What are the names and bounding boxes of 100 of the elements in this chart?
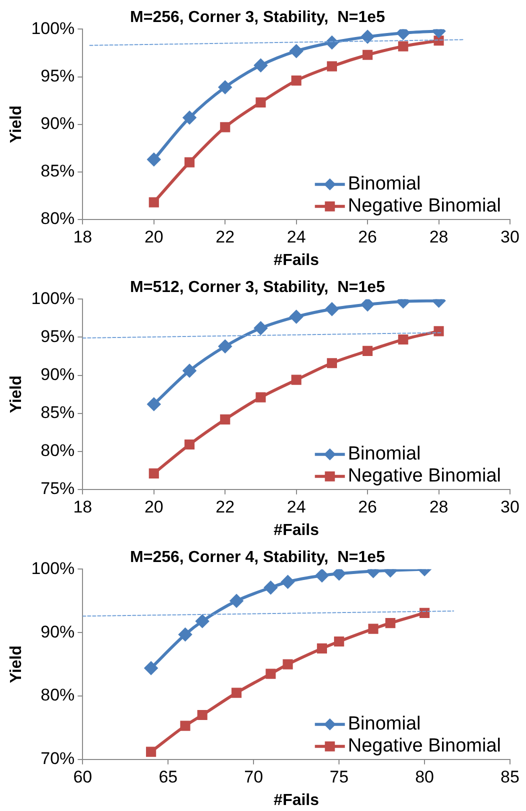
x-tick-label: 22 <box>216 227 235 246</box>
legend-label: Binomial <box>348 174 421 195</box>
point <box>315 569 328 582</box>
point <box>434 326 444 336</box>
x-axis-title: #Fails <box>274 792 320 809</box>
point <box>218 340 232 353</box>
x-tick-label: 22 <box>216 497 235 516</box>
point <box>290 310 303 324</box>
x-tick-label: 18 <box>73 227 92 246</box>
point <box>256 97 266 108</box>
legend-label: Negative Binomial <box>348 196 502 217</box>
point <box>183 111 196 124</box>
y-tick-label: 80% <box>40 686 75 705</box>
x-tick-label: 65 <box>158 767 178 786</box>
point <box>254 322 268 335</box>
point <box>218 80 232 94</box>
point <box>180 720 190 731</box>
y-tick-label: 100% <box>31 18 75 38</box>
point <box>147 152 160 166</box>
point <box>148 468 159 478</box>
y-tick-label: 85% <box>40 162 75 181</box>
point <box>266 668 276 679</box>
point <box>264 581 278 594</box>
point <box>362 346 373 356</box>
point <box>148 197 159 208</box>
y-tick-label: 100% <box>31 558 75 578</box>
point <box>256 392 266 402</box>
point <box>184 157 195 168</box>
legend-label: Negative Binomial <box>348 736 502 757</box>
point <box>420 608 430 618</box>
point <box>220 414 230 424</box>
point <box>147 398 160 411</box>
point <box>368 624 378 634</box>
point <box>385 618 396 628</box>
chart-title: M=256, Corner 4, Stability, N=1e5 <box>130 549 386 566</box>
x-tick-label: 28 <box>429 497 448 516</box>
point <box>281 575 294 588</box>
point <box>396 29 410 40</box>
point <box>282 659 293 670</box>
x-axis-title: #Fails <box>274 252 320 269</box>
y-tick-label: 90% <box>40 622 75 642</box>
y-tick-label: 75% <box>40 479 75 498</box>
x-tick-label: 28 <box>429 227 448 246</box>
point <box>183 364 196 378</box>
chart-title: M=512, Corner 3, Stability, N=1e5 <box>130 279 386 296</box>
point <box>254 58 268 72</box>
point <box>197 710 208 720</box>
y-tick-label: 80% <box>40 441 75 460</box>
point <box>291 374 302 385</box>
x-tick-label: 60 <box>73 767 92 786</box>
x-tick-label: 70 <box>244 767 264 786</box>
point <box>362 50 373 60</box>
x-tick-label: 30 <box>500 497 520 516</box>
x-tick-label: 20 <box>144 497 164 516</box>
y-tick-label: 80% <box>40 209 75 228</box>
point <box>325 302 338 316</box>
point <box>398 41 408 52</box>
point <box>326 358 337 368</box>
y-tick-label: 70% <box>40 749 75 768</box>
y-tick-label: 90% <box>40 364 75 384</box>
y-axis-title: Yield <box>8 375 26 414</box>
y-axis-title: Yield <box>8 645 26 684</box>
y-tick-label: 100% <box>31 288 75 308</box>
point <box>332 569 346 580</box>
x-tick-label: 75 <box>330 767 349 786</box>
point <box>361 299 374 312</box>
point <box>326 61 337 72</box>
x-tick-label: 24 <box>286 227 306 246</box>
point <box>230 594 244 608</box>
chart-title: M=256, Corner 3, Stability, N=1e5 <box>130 9 386 26</box>
point <box>231 688 242 698</box>
x-tick-label: 80 <box>415 767 434 786</box>
x-tick-label: 30 <box>500 227 520 246</box>
x-tick-label: 24 <box>286 497 306 516</box>
y-axis-title: Yield <box>8 105 26 144</box>
x-tick-label: 26 <box>358 497 378 516</box>
legend-label: Binomial <box>348 714 421 735</box>
point <box>361 30 374 44</box>
y-tick-label: 90% <box>40 114 75 133</box>
x-tick-label: 18 <box>73 497 92 516</box>
legend-label: Binomial <box>348 444 421 465</box>
point <box>184 439 195 450</box>
point <box>196 614 209 628</box>
x-tick-label: 26 <box>358 227 378 246</box>
point <box>290 44 303 58</box>
point <box>291 76 302 86</box>
y-tick-label: 95% <box>40 326 75 346</box>
point <box>334 636 344 647</box>
legend-label: Negative Binomial <box>348 466 502 487</box>
point <box>144 662 158 675</box>
x-axis-title: #Fails <box>274 522 320 539</box>
y-tick-label: 85% <box>40 403 75 422</box>
y-tick-label: 95% <box>40 66 75 86</box>
x-tick-label: 20 <box>144 227 164 246</box>
point <box>178 628 192 641</box>
point <box>316 643 328 654</box>
point <box>220 122 230 132</box>
point <box>146 746 156 757</box>
x-tick-label: 85 <box>500 767 520 786</box>
point <box>398 334 408 345</box>
